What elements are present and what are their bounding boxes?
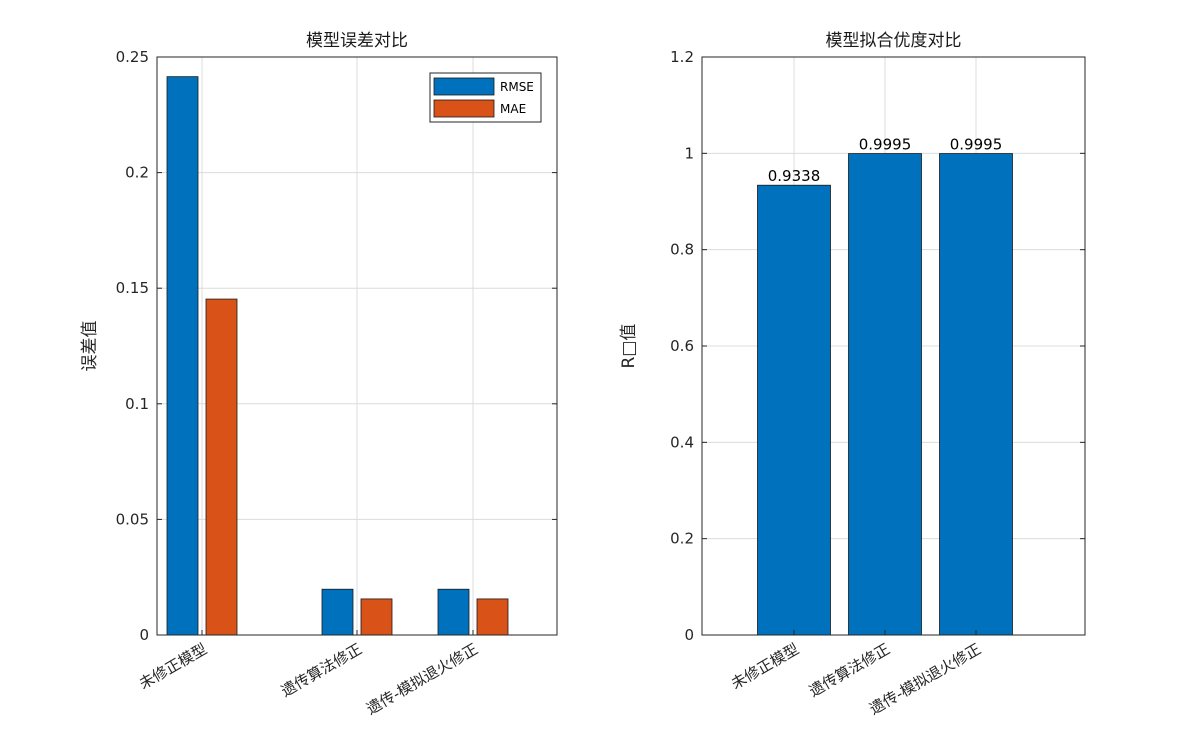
y-tick-label: 0.4 [670, 433, 694, 451]
y-tick-label: 0.15 [116, 279, 149, 297]
y-tick-label: 0.2 [125, 164, 149, 182]
category-label: 未修正模型 [136, 640, 210, 693]
chart-title: 模型拟合优度对比 [826, 31, 962, 51]
y-tick-label: 0.8 [670, 241, 694, 259]
y-tick-label: 1.2 [670, 48, 694, 66]
data-label: 0.9338 [768, 167, 821, 185]
y-axis-label: 误差值 [80, 321, 100, 372]
bar-rmse-1 [321, 588, 354, 636]
category-label: 遗传算法修正 [278, 640, 365, 701]
y-tick-label: 0.6 [670, 337, 694, 355]
bar-r2-1 [848, 153, 922, 636]
bar-mae-0 [205, 298, 238, 636]
bar-mae-1 [360, 598, 393, 636]
bar-r2-2 [939, 153, 1013, 636]
category-label: 遗传算法修正 [806, 640, 893, 701]
bar-mae-2 [476, 598, 509, 636]
bar-rmse-2 [437, 588, 470, 636]
y-tick-label: 0.05 [116, 510, 149, 528]
legend-label: RMSE [500, 80, 534, 94]
category-label: 遗传-模拟退火修正 [363, 640, 481, 718]
legend: RMSE MAE [429, 72, 542, 123]
bar-rmse-0 [166, 76, 199, 636]
data-label: 0.9995 [859, 136, 912, 154]
legend-swatch [433, 99, 495, 118]
chart-title: 模型误差对比 [306, 31, 408, 51]
bar-r2-0 [757, 184, 831, 636]
y-tick-label: 0.1 [125, 395, 149, 413]
legend-swatch [433, 77, 495, 96]
y-tick-label: 0.25 [116, 48, 149, 66]
y-tick-label: 0.2 [670, 530, 694, 548]
y-tick-label: 0 [139, 626, 149, 644]
y-tick-label: 0 [684, 626, 694, 644]
category-label: 未修正模型 [728, 640, 802, 693]
data-label: 0.9995 [950, 136, 1003, 154]
goodness-of-fit-chart: 0.9338 0.9995 0.9995 0 0.2 0.4 0.6 0.8 1 1.2 未修正模型… [619, 31, 1086, 718]
legend-label: MAE [500, 102, 526, 116]
y-axis-label: R□值 [619, 324, 639, 369]
y-tick-label: 1 [684, 144, 694, 162]
